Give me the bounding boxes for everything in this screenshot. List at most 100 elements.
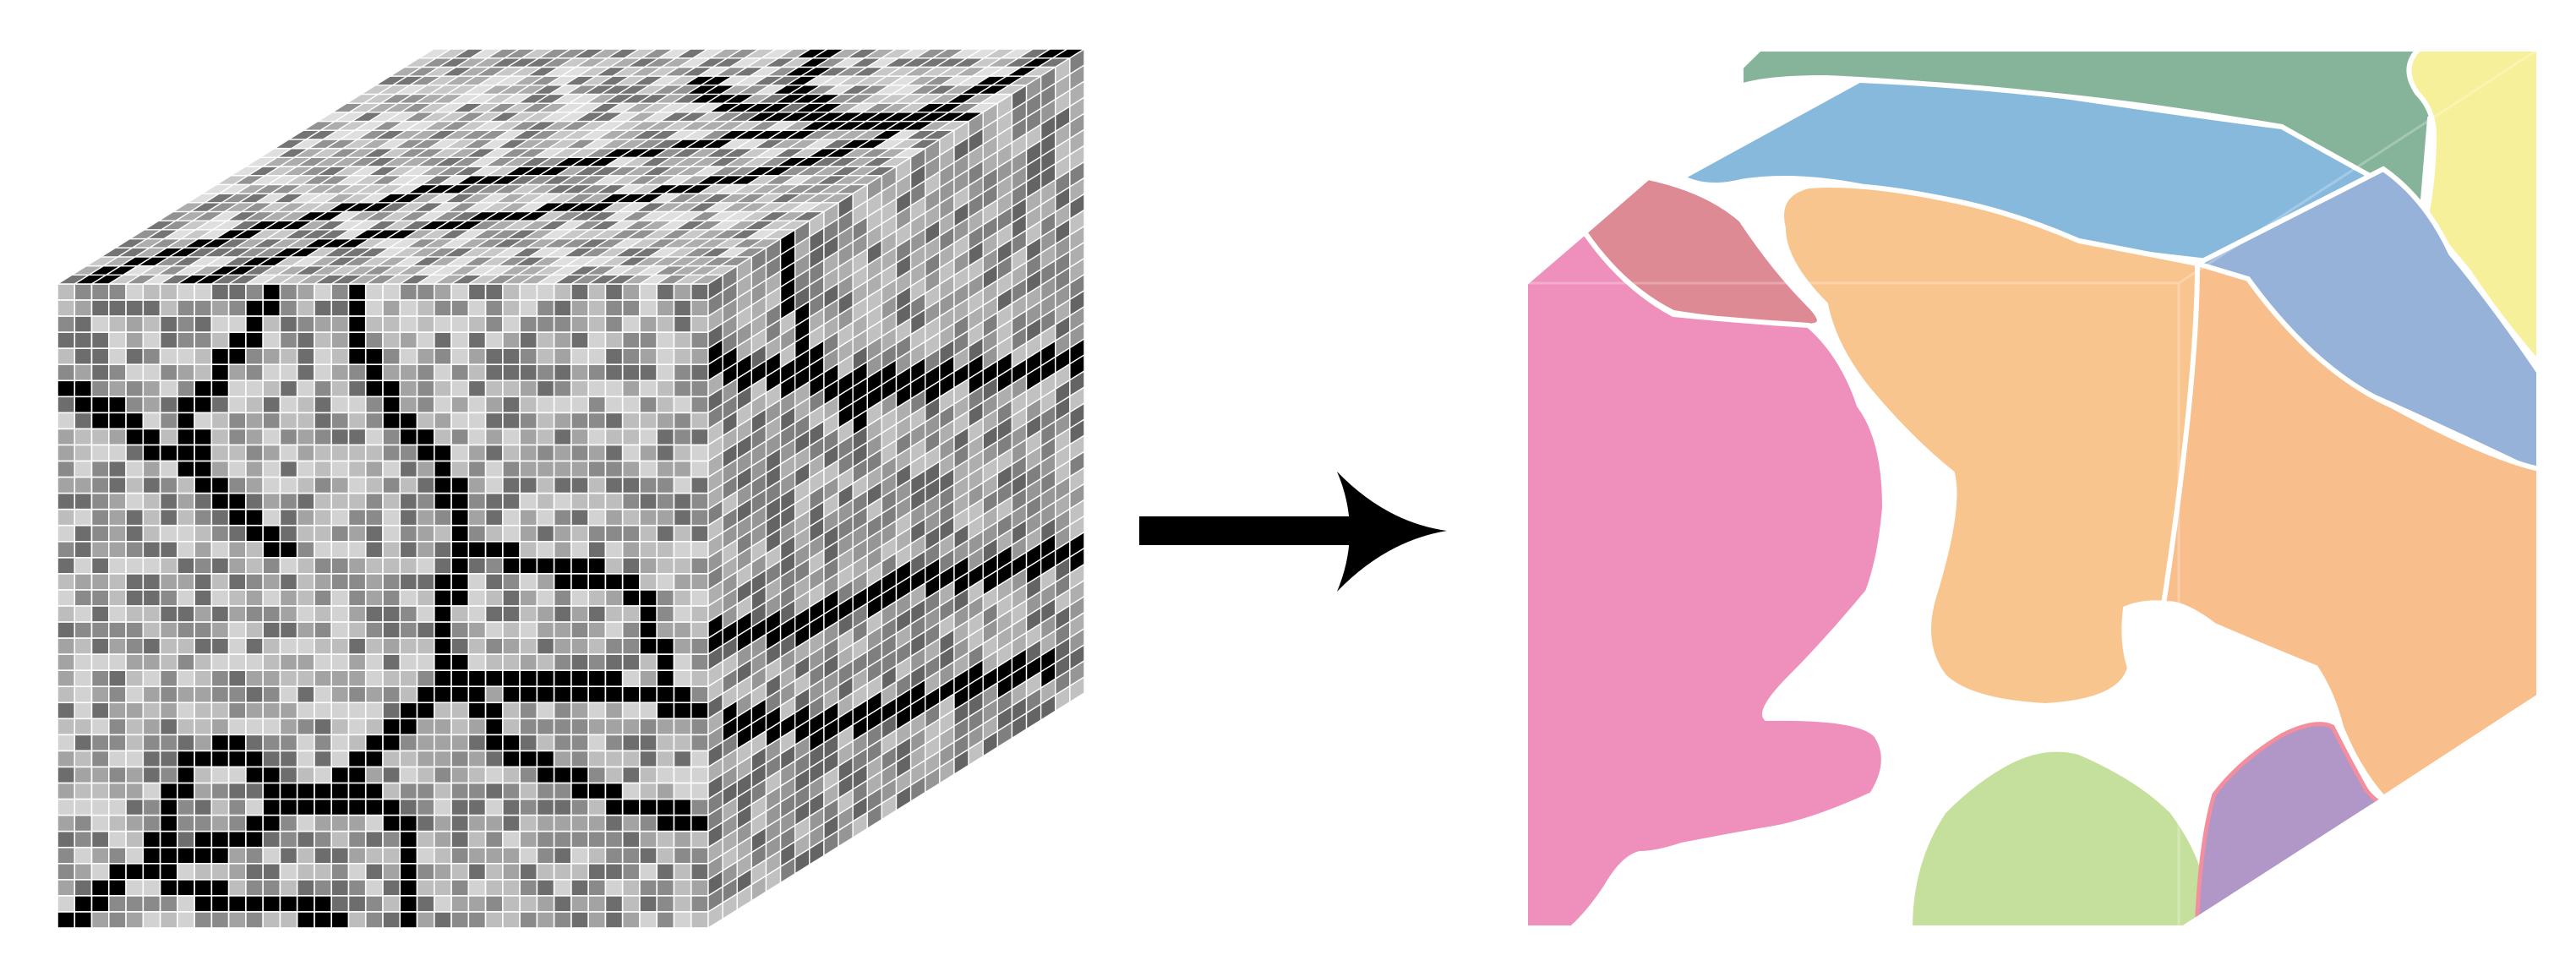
voxel-cell — [416, 798, 435, 816]
voxel-cell — [621, 830, 641, 849]
voxel-cell — [296, 476, 315, 494]
voxel-cell — [382, 396, 401, 414]
voxel-cell — [553, 782, 572, 800]
voxel-cell — [245, 492, 264, 510]
voxel-cell — [159, 524, 178, 543]
voxel-cell — [553, 331, 572, 349]
voxel-cell — [553, 508, 572, 527]
voxel-cell — [604, 605, 624, 623]
voxel-cell — [347, 476, 367, 494]
voxel-cell — [467, 524, 487, 543]
voxel-cell — [416, 460, 435, 478]
voxel-cell — [433, 315, 452, 333]
voxel-cell — [194, 862, 213, 881]
voxel-cell — [399, 911, 418, 929]
voxel-cell — [519, 798, 538, 816]
voxel-cell — [570, 347, 589, 366]
voxel-cell — [604, 540, 624, 559]
voxel-cell — [450, 363, 470, 382]
voxel-cell — [364, 621, 384, 639]
voxel-cell — [194, 412, 213, 430]
voxel-cell — [194, 428, 213, 446]
voxel-cell — [142, 524, 161, 543]
voxel-cell — [330, 814, 350, 832]
voxel-cell — [536, 750, 555, 768]
voxel-cell — [382, 685, 401, 704]
voxel-cell — [90, 718, 110, 736]
voxel-cell — [159, 718, 178, 736]
voxel-cell — [690, 734, 709, 752]
voxel-cell — [74, 283, 93, 301]
voxel-cell — [519, 718, 538, 736]
voxel-cell — [314, 573, 333, 591]
voxel-cell — [159, 798, 178, 816]
voxel-cell — [690, 492, 709, 510]
voxel-cell — [364, 331, 384, 349]
voxel-cell — [194, 524, 213, 543]
voxel-cell — [177, 492, 195, 510]
voxel-cell — [125, 573, 145, 591]
voxel-cell — [125, 492, 145, 510]
voxel-cell — [279, 331, 298, 349]
voxel-cell — [690, 637, 709, 655]
voxel-cell — [587, 605, 607, 623]
voxel-cell — [433, 524, 452, 543]
voxel-cell — [519, 846, 538, 865]
voxel-cell — [57, 428, 76, 446]
voxel-cell — [262, 444, 281, 462]
voxel-cell — [416, 331, 435, 349]
voxel-cell — [621, 428, 641, 446]
voxel-cell — [194, 911, 213, 929]
voxel-cell — [536, 637, 555, 655]
voxel-cell — [519, 573, 538, 591]
voxel-cell — [484, 911, 504, 929]
voxel-cell — [639, 766, 658, 784]
voxel-cell — [570, 589, 589, 607]
voxel-cell — [107, 637, 127, 655]
voxel-cell — [656, 766, 675, 784]
voxel-cell — [484, 701, 504, 720]
voxel-cell — [330, 557, 350, 575]
voxel-cell — [210, 862, 230, 881]
voxel-cell — [536, 589, 555, 607]
voxel-cell — [536, 460, 555, 478]
voxel-cell — [347, 766, 367, 784]
voxel-cell — [314, 718, 333, 736]
voxel-cell — [536, 701, 555, 720]
voxel-cell — [177, 557, 195, 575]
voxel-cell — [347, 830, 367, 849]
voxel-cell — [382, 540, 401, 559]
voxel-cell — [382, 476, 401, 494]
voxel-cell — [177, 363, 195, 382]
voxel-cell — [194, 734, 213, 752]
voxel-cell — [519, 637, 538, 655]
voxel-cell — [262, 734, 281, 752]
voxel-cell — [484, 299, 504, 317]
voxel-cell — [553, 637, 572, 655]
voxel-cell — [314, 911, 333, 929]
voxel-cell — [484, 718, 504, 736]
voxel-cell — [227, 492, 247, 510]
voxel-cell — [227, 605, 247, 623]
voxel-cell — [690, 911, 709, 929]
voxel-cell — [159, 492, 178, 510]
voxel-cell — [587, 669, 607, 688]
voxel-cell — [519, 589, 538, 607]
voxel-cell — [553, 299, 572, 317]
voxel-cell — [194, 589, 213, 607]
voxel-cell — [125, 846, 145, 865]
voxel-cell — [74, 911, 93, 929]
voxel-cell — [296, 895, 315, 913]
voxel-cell — [177, 428, 195, 446]
voxel-cell — [382, 589, 401, 607]
voxel-cell — [553, 685, 572, 704]
voxel-cell — [90, 653, 110, 672]
voxel-cell — [107, 879, 127, 897]
voxel-cell — [690, 782, 709, 800]
voxel-cell — [536, 685, 555, 704]
voxel-cell — [330, 573, 350, 591]
voxel-cell — [502, 830, 521, 849]
voxel-cell — [416, 379, 435, 398]
voxel-cell — [159, 331, 178, 349]
